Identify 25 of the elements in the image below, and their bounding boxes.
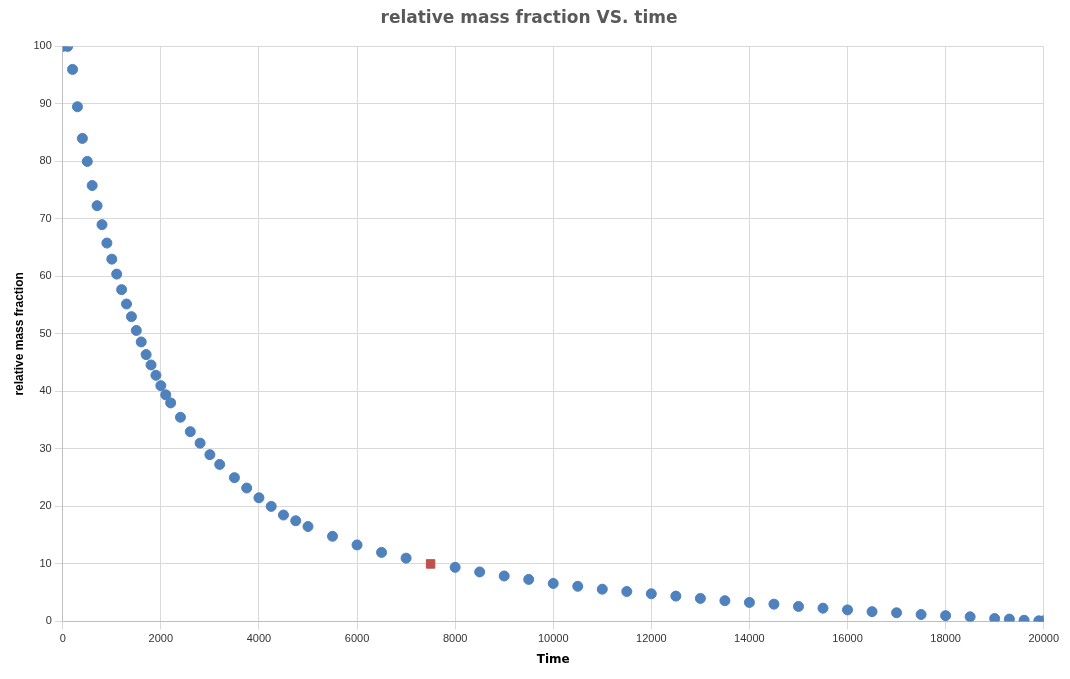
x-tick-label: 16000 bbox=[832, 632, 863, 645]
x-tick-label: 0 bbox=[59, 632, 66, 645]
y-tick-label: 60 bbox=[39, 269, 52, 282]
y-tick-label: 80 bbox=[39, 154, 52, 167]
x-tick-label: 2000 bbox=[148, 632, 174, 645]
x-tick-label: 10000 bbox=[537, 632, 569, 645]
y-tick-label: 20 bbox=[39, 499, 52, 512]
x-axis-title: Time bbox=[536, 651, 570, 666]
y-tick-label: 100 bbox=[33, 39, 52, 52]
y-tick-label: 30 bbox=[39, 441, 52, 454]
y-axis-title: relative mass fraction bbox=[11, 272, 26, 396]
x-tick-label: 4000 bbox=[246, 632, 272, 645]
chart-title: relative mass fraction VS. time bbox=[380, 6, 678, 27]
y-tick-label: 10 bbox=[39, 556, 52, 569]
y-tick-label: 0 bbox=[45, 614, 52, 627]
y-tick-label: 50 bbox=[39, 326, 52, 339]
x-tick-label: 18000 bbox=[930, 632, 961, 645]
y-tick-label: 90 bbox=[39, 96, 52, 109]
y-tick-label: 70 bbox=[39, 211, 52, 224]
x-tick-label: 6000 bbox=[344, 632, 370, 645]
y-tick-label: 40 bbox=[39, 384, 52, 397]
x-tick-label: 14000 bbox=[734, 632, 765, 645]
x-tick-label: 12000 bbox=[636, 632, 667, 645]
x-tick-label: 20000 bbox=[1028, 632, 1059, 645]
x-tick-label: 8000 bbox=[442, 632, 468, 645]
